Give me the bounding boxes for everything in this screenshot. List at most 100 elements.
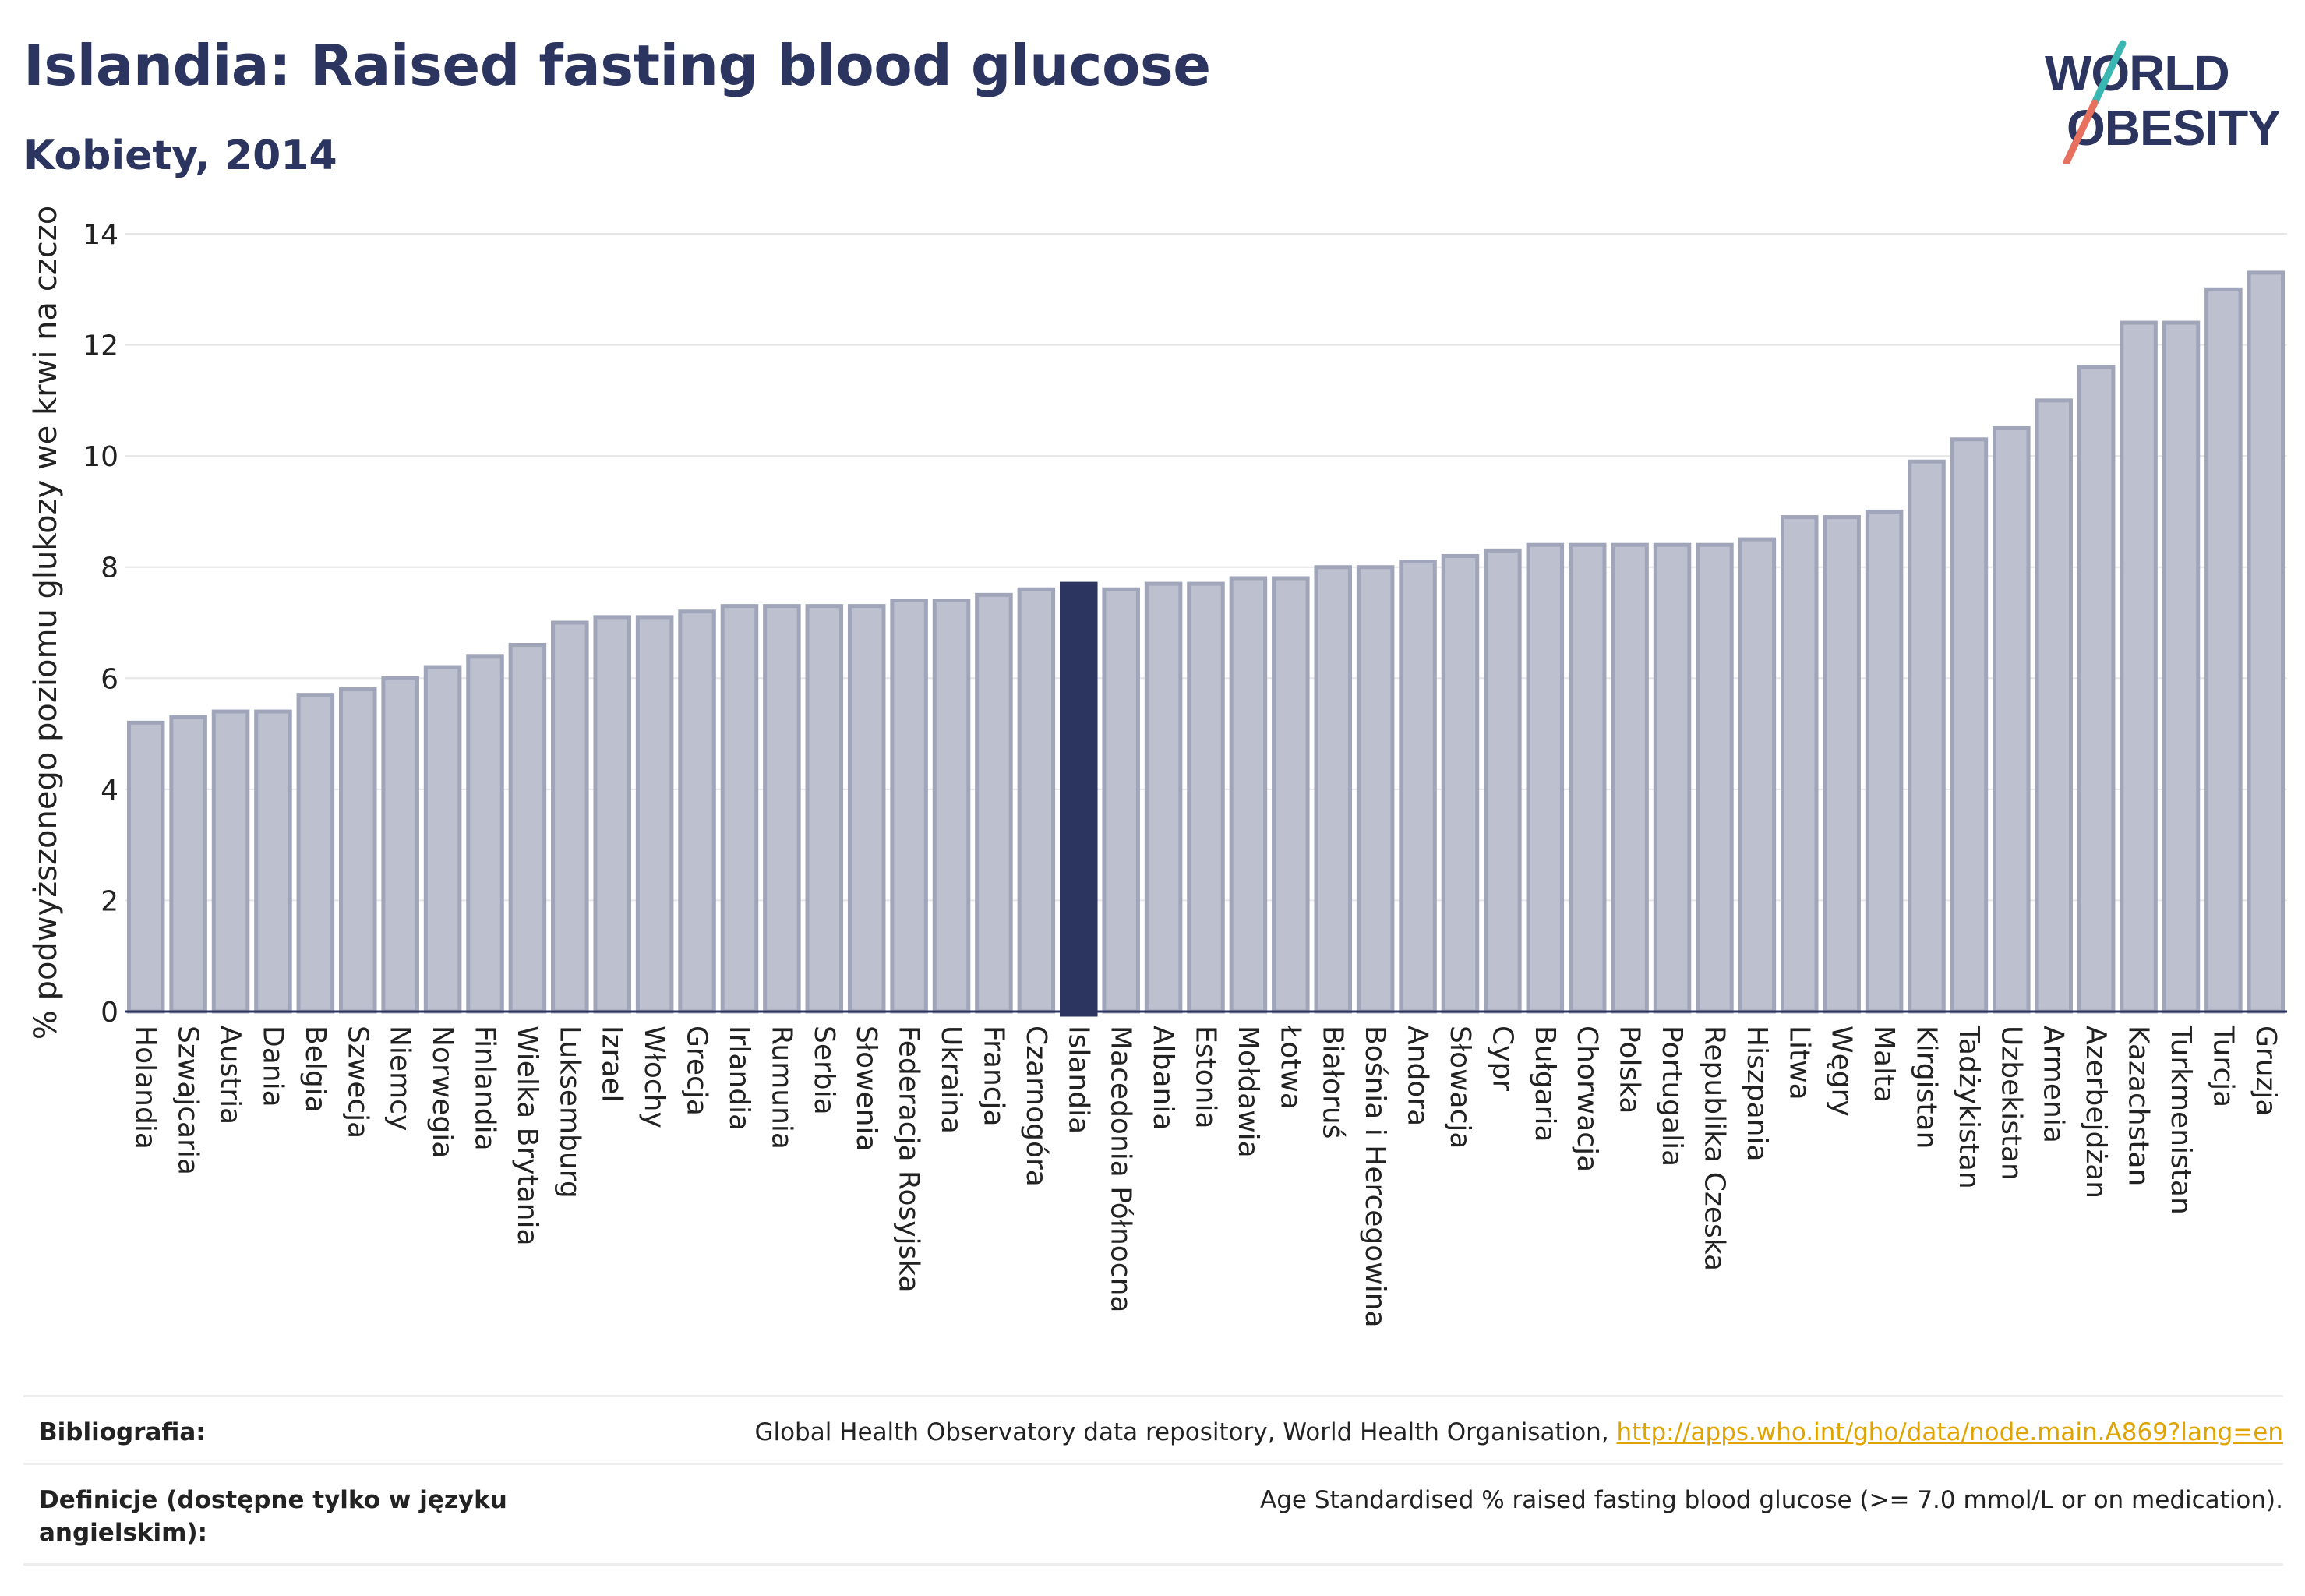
x-tick-label: Turkmenistan — [2165, 1025, 2197, 1215]
bar-bośnia-i-hercegowina — [1356, 565, 1395, 1014]
x-tick-label: Macedonia Północna — [1105, 1026, 1137, 1312]
x-tick-label: Białoruś — [1317, 1026, 1349, 1139]
y-tick-label: 4 — [101, 775, 118, 807]
bar-austria — [211, 709, 250, 1014]
bar-szwajcaria — [169, 715, 207, 1014]
x-tick-label: Kirgistan — [1911, 1026, 1943, 1149]
x-tick-label: Węgry — [1826, 1026, 1858, 1117]
x-tick-label: Portugalia — [1656, 1026, 1688, 1167]
x-tick-label: Chorwacja — [1571, 1026, 1603, 1172]
x-tick-label: Republika Czeska — [1698, 1026, 1730, 1271]
bar-azerbejdżan — [2077, 365, 2116, 1014]
bar-kirgistan — [1908, 459, 1946, 1014]
bar-albania — [1144, 581, 1183, 1014]
chart-footer: Bibliografia: Global Health Observatory … — [23, 1395, 2283, 1566]
bar-słowenia — [847, 604, 886, 1014]
bar-mołdawia — [1229, 576, 1268, 1014]
x-tick-label: Szwajcaria — [172, 1026, 204, 1175]
x-axis-labels: Holandia Szwajcaria Austria Dania Belgia Szwe… — [129, 1025, 2282, 1328]
x-tick-label: Norwegia — [426, 1026, 458, 1158]
bar-estonia — [1187, 581, 1225, 1014]
chart-title: Islandia: Raised fasting blood glucose — [23, 33, 1211, 98]
bar-dania — [254, 709, 292, 1014]
bar-ukraina — [932, 598, 971, 1014]
bar-serbia — [805, 604, 844, 1014]
x-tick-label: Gruzja — [2250, 1026, 2282, 1116]
y-tick-label: 10 — [83, 441, 118, 473]
x-tick-label: Szwecja — [341, 1026, 373, 1139]
x-tick-label: Rumunia — [765, 1026, 797, 1149]
bar-republika-czeska — [1696, 542, 1734, 1014]
bar-wielka-brytania — [508, 643, 547, 1014]
bar-turcja — [2204, 287, 2243, 1014]
bar-polska — [1611, 542, 1649, 1014]
x-tick-label: Albania — [1147, 1026, 1179, 1130]
x-tick-label: Mołdawia — [1232, 1026, 1264, 1158]
x-tick-label: Słowacja — [1444, 1026, 1476, 1149]
bar-tadżykistan — [1950, 437, 1989, 1014]
bar-białoruś — [1314, 565, 1352, 1014]
bar-irlandia — [720, 604, 759, 1014]
x-tick-label: Austria — [214, 1026, 246, 1125]
bar-francja — [975, 592, 1013, 1014]
bar-turkmenistan — [2162, 320, 2201, 1014]
bar-islandia — [1060, 581, 1098, 1017]
bibliography-row: Bibliografia: Global Health Observatory … — [23, 1395, 2283, 1463]
x-tick-label: Bułgaria — [1529, 1026, 1561, 1142]
bar-norwegia — [423, 665, 462, 1014]
x-tick-label: Islandia — [1062, 1026, 1094, 1134]
bibliography-label: Bibliografia: — [39, 1418, 206, 1446]
x-tick-label: Federacja Rosyjska — [893, 1026, 925, 1293]
y-axis-label: % podwyższonego poziomu glukozy we krwi … — [28, 206, 64, 1040]
x-tick-label: Łotwa — [1274, 1025, 1306, 1110]
bar-chorwacja — [1568, 542, 1607, 1014]
y-tick-label: 2 — [101, 885, 118, 917]
logo-line1: WORLD — [2045, 45, 2229, 101]
x-tick-label: Uzbekistan — [1995, 1026, 2027, 1181]
bar-portugalia — [1653, 542, 1692, 1014]
bar-hiszpania — [1738, 537, 1777, 1014]
x-tick-label: Azerbejdżan — [2080, 1026, 2112, 1199]
world-obesity-logo: WORLD OBESITY — [2045, 40, 2281, 164]
x-tick-label: Hiszpania — [1741, 1026, 1773, 1162]
x-tick-label: Malta — [1868, 1026, 1900, 1103]
x-tick-label: Cypr — [1486, 1026, 1518, 1091]
x-tick-label: Grecja — [681, 1026, 713, 1116]
x-tick-label: Holandia — [129, 1026, 161, 1149]
bar-luksemburg — [551, 620, 589, 1014]
x-tick-label: Słowenia — [850, 1026, 882, 1152]
x-tick-label: Tadżykistan — [1953, 1025, 1985, 1189]
chart-subtitle: Kobiety, 2014 — [23, 132, 337, 179]
x-tick-label: Armenia — [2038, 1026, 2070, 1143]
x-tick-label: Polska — [1614, 1026, 1646, 1114]
bibliography-link[interactable]: http://apps.who.int/gho/data/node.main.A… — [1616, 1418, 2283, 1446]
bar-uzbekistan — [1993, 426, 2031, 1014]
y-axis-ticks: 0 2 4 6 8 10 12 14 — [83, 219, 118, 1029]
bibliography-text: Global Health Observatory data repositor… — [754, 1418, 1617, 1446]
bar-cypr — [1484, 548, 1522, 1014]
bar-czarnogóra — [1017, 587, 1056, 1014]
bar-gruzja — [2247, 270, 2286, 1014]
bar-holandia — [126, 720, 165, 1014]
x-tick-label: Belgia — [299, 1026, 331, 1113]
bar-izrael — [593, 615, 631, 1014]
bar-armenia — [2035, 398, 2074, 1014]
bar-litwa — [1781, 515, 1819, 1014]
x-tick-label: Dania — [256, 1026, 288, 1107]
x-tick-label: Finlandia — [469, 1026, 501, 1151]
x-tick-label: Andora — [1402, 1026, 1434, 1126]
bar-finlandia — [466, 654, 504, 1014]
x-tick-label: Turcja — [2207, 1025, 2239, 1107]
bar-słowacja — [1441, 553, 1480, 1014]
y-tick-label: 8 — [101, 553, 118, 584]
x-tick-label: Kazachstan — [2123, 1026, 2155, 1186]
x-tick-label: Luksemburg — [553, 1026, 585, 1199]
bar-rumunia — [763, 604, 801, 1014]
y-tick-label: 6 — [101, 663, 118, 695]
y-tick-label: 0 — [101, 997, 118, 1029]
x-tick-label: Izrael — [596, 1026, 628, 1103]
bar-federacja-rosyjska — [890, 598, 928, 1014]
x-tick-label: Estonia — [1190, 1026, 1222, 1129]
x-tick-label: Irlandia — [723, 1026, 755, 1131]
bibliography-value: Global Health Observatory data repositor… — [754, 1416, 2283, 1449]
